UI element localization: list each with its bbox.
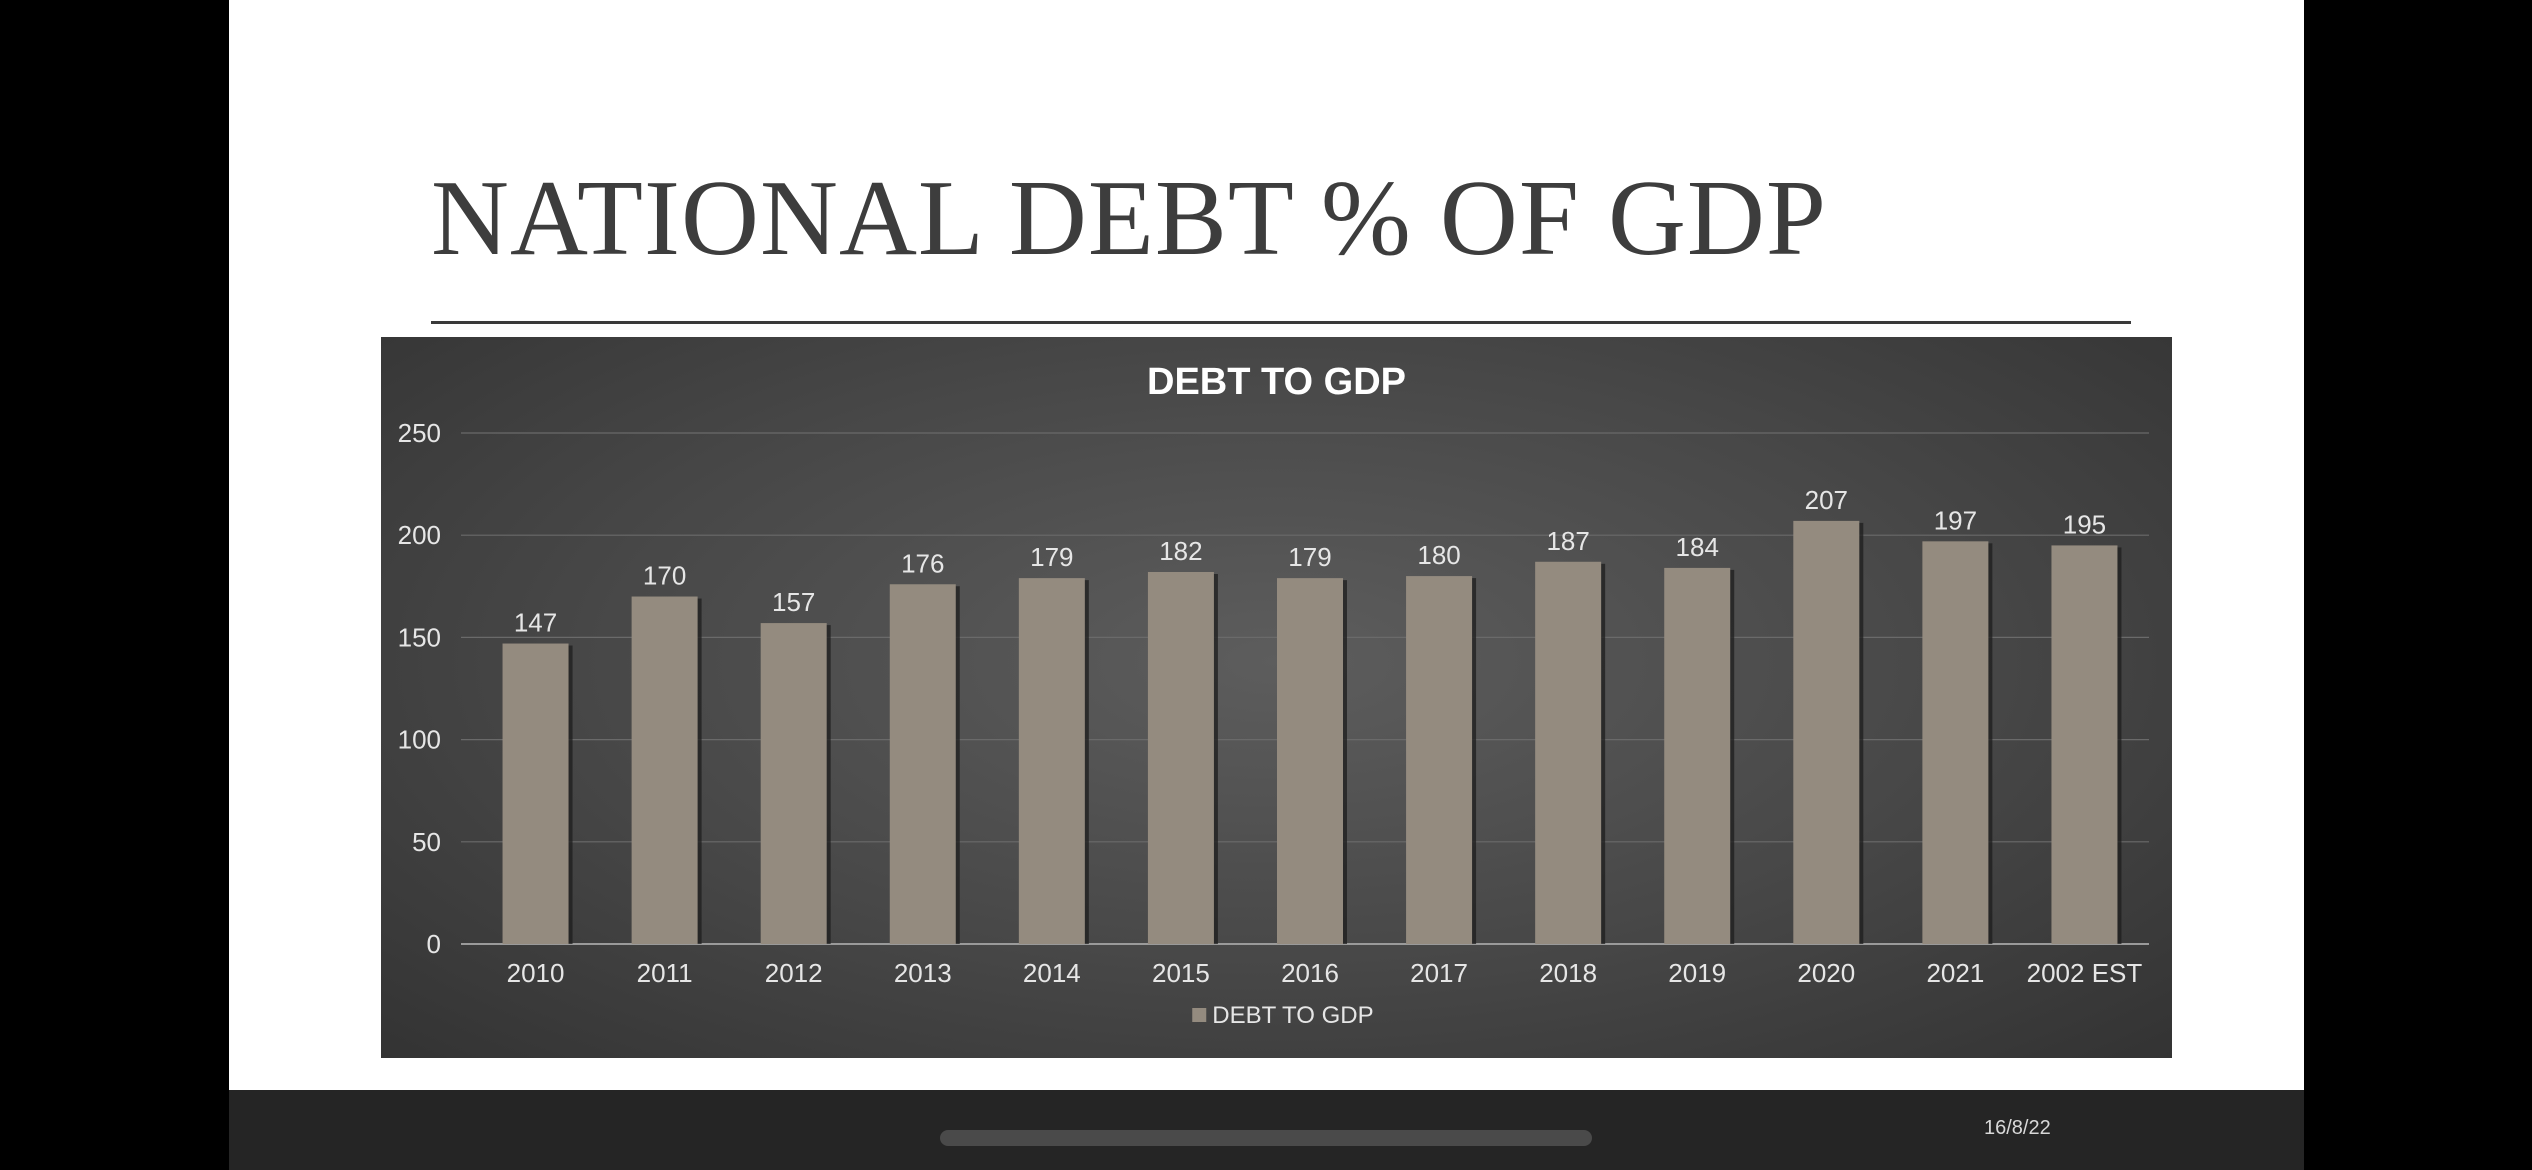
y-tick-label: 100 xyxy=(398,725,441,755)
bar-2014[interactable] xyxy=(1018,578,1085,944)
y-tick-label: 250 xyxy=(398,418,441,448)
y-tick-label: 0 xyxy=(427,929,441,959)
x-tick-label: 2015 xyxy=(1152,958,1210,988)
data-label: 176 xyxy=(901,548,944,578)
title-divider xyxy=(431,321,2131,324)
data-label: 179 xyxy=(1288,542,1331,572)
x-tick-label: 2011 xyxy=(637,958,693,988)
data-label: 170 xyxy=(643,561,686,591)
bar-2015[interactable] xyxy=(1147,571,1214,944)
y-tick-label: 150 xyxy=(398,622,441,652)
x-tick-label: 2017 xyxy=(1410,958,1468,988)
data-label: 197 xyxy=(1934,505,1977,535)
chart-area[interactable]: DEBT TO GDP 0 50 100 150 200 250 147 2010 170 2011… xyxy=(381,337,2172,1058)
bar-2020[interactable] xyxy=(1793,520,1860,944)
data-label: 147 xyxy=(514,608,557,638)
bar-2012[interactable] xyxy=(760,623,827,944)
x-tick-label: 2014 xyxy=(1023,958,1081,988)
x-tick-label: 2021 xyxy=(1926,958,1984,988)
chart-title: DEBT TO GDP xyxy=(1147,361,1406,403)
x-tick-label: 2013 xyxy=(894,958,952,988)
bar-2010[interactable] xyxy=(502,643,569,944)
data-label: 179 xyxy=(1030,542,1073,572)
debt-to-gdp-bar-chart: DEBT TO GDP 0 50 100 150 200 250 147 2010 170 2011… xyxy=(398,361,2149,1029)
bar-2011[interactable] xyxy=(631,596,698,944)
data-label: 187 xyxy=(1546,526,1589,556)
bar-2019[interactable] xyxy=(1664,567,1731,944)
legend-label[interactable]: DEBT TO GDP xyxy=(1212,1002,1373,1029)
data-label: 195 xyxy=(2063,509,2106,539)
data-label: 157 xyxy=(772,587,815,617)
y-tick-label: 200 xyxy=(398,520,441,550)
x-tick-label: 2018 xyxy=(1539,958,1597,988)
bar-2021[interactable] xyxy=(1922,541,1989,944)
home-indicator[interactable] xyxy=(940,1130,1592,1146)
x-tick-label: 2010 xyxy=(507,958,565,988)
bar-2016[interactable] xyxy=(1277,578,1343,944)
data-label: 207 xyxy=(1805,485,1848,515)
data-label: 184 xyxy=(1676,532,1719,562)
slide-title: NATIONAL DEBT % OF GDP xyxy=(431,159,1827,278)
data-label: 180 xyxy=(1417,540,1460,570)
x-tick-label: 2016 xyxy=(1281,958,1339,988)
x-tick-label: 2020 xyxy=(1797,958,1855,988)
bar-2018[interactable] xyxy=(1535,561,1602,944)
x-tick-label: 2019 xyxy=(1668,958,1726,988)
bar-2017[interactable] xyxy=(1406,576,1473,944)
bar-2002-est[interactable] xyxy=(2051,545,2118,944)
slide-date: 16/8/22 xyxy=(1984,1117,2051,1139)
data-label: 182 xyxy=(1159,536,1202,566)
bar-2013[interactable] xyxy=(889,584,956,944)
x-tick-label: 2012 xyxy=(765,958,823,988)
y-tick-label: 50 xyxy=(412,827,441,857)
legend-swatch xyxy=(1192,1008,1207,1022)
x-tick-label: 2002 EST xyxy=(2027,958,2143,988)
